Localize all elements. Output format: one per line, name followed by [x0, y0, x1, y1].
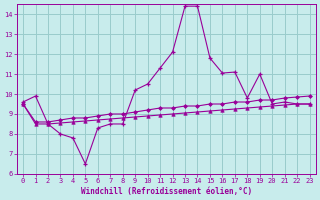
X-axis label: Windchill (Refroidissement éolien,°C): Windchill (Refroidissement éolien,°C) [81, 187, 252, 196]
